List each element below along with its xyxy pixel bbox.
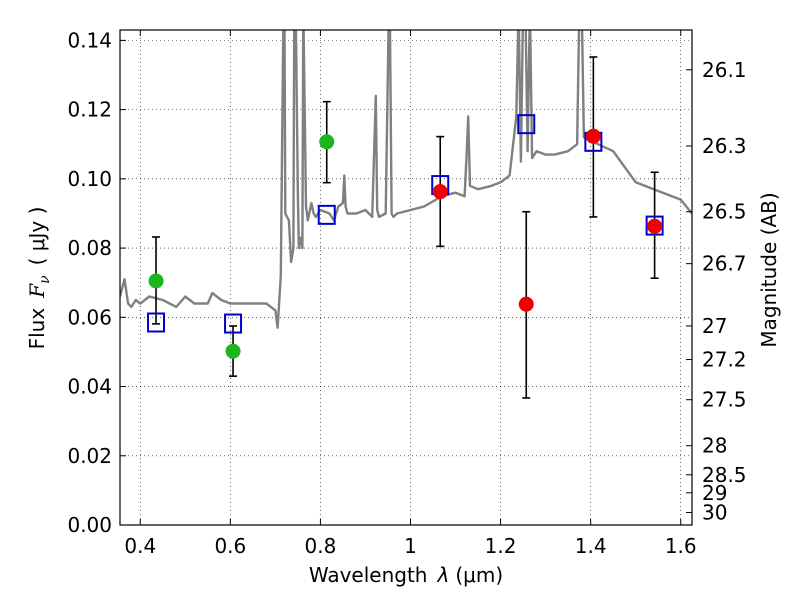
x-tick-label: 1.6 — [665, 534, 697, 558]
x-tick-label: 0.8 — [305, 534, 337, 558]
red-data-point — [518, 296, 534, 312]
mag-tick-label: 27.2 — [702, 348, 747, 372]
mag-tick-label: 26.7 — [702, 252, 747, 276]
mag-tick-label: 30 — [702, 501, 727, 525]
model-square-point — [645, 215, 664, 236]
x-tick-label: 1.2 — [485, 534, 517, 558]
x-tick-label: 1 — [404, 534, 417, 558]
plot-frame — [119, 29, 693, 526]
green-data-point — [225, 343, 241, 359]
mag-tick-label: 28 — [702, 434, 727, 458]
green-data-point — [319, 134, 335, 150]
y-tick-label: 0.10 — [67, 167, 112, 191]
mag-tick-label: 26.1 — [702, 58, 747, 82]
y-axis-label: FluxFν( μJy ) — [25, 207, 53, 350]
x-axis-label: Wavelength λ (μm) — [309, 563, 503, 587]
x-tick-label: 0.4 — [124, 534, 156, 558]
model-square-point — [147, 312, 166, 333]
x-tick-label: 0.6 — [214, 534, 246, 558]
y-tick-label: 0.12 — [67, 98, 112, 122]
red-data-point — [432, 184, 448, 200]
red-data-point — [647, 218, 663, 234]
green-data-point — [148, 273, 164, 289]
y-tick-label: 0.14 — [67, 28, 112, 52]
y-tick-label: 0.00 — [67, 513, 112, 537]
mag-tick-label: 27.5 — [702, 388, 747, 412]
y-tick-label: 0.08 — [67, 236, 112, 260]
y-tick-label: 0.04 — [67, 375, 112, 399]
mag-tick-label: 26.5 — [702, 200, 747, 224]
red-data-point — [585, 128, 601, 144]
y2-axis-label: Magnitude (AB) — [757, 192, 781, 347]
ticks: 0.4 0.6 0.8 1 1.2 1.4 1.6 0.00 0.02 0.04 0.06 0.08 0… — [67, 28, 746, 558]
model-spectrum-line — [120, 30, 692, 329]
model-square-point — [317, 204, 336, 225]
mag-tick-label: 27 — [702, 314, 727, 338]
y-tick-label: 0.02 — [67, 444, 112, 468]
model-square-point — [224, 313, 243, 334]
mag-tick-label: 28.5 — [702, 463, 747, 487]
plot-area — [120, 30, 692, 399]
x-tick-label: 1.4 — [575, 534, 607, 558]
mag-tick-label: 29 — [702, 481, 727, 505]
model-square-point — [517, 114, 536, 135]
y-tick-label: 0.06 — [67, 305, 112, 329]
mag-tick-label: 26.3 — [702, 134, 747, 158]
